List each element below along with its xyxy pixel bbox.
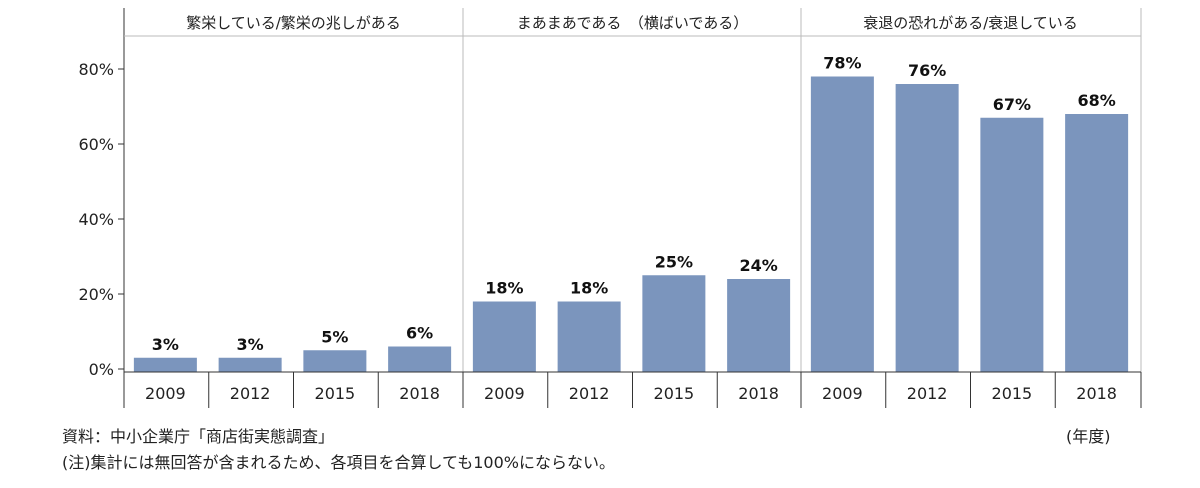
data-label: 3% [237,335,264,354]
bar [388,346,452,372]
group-label: 衰退の恐れがある/衰退している [863,14,1078,32]
y-tick-label: 60% [78,135,114,154]
category-label: 2012 [907,384,948,403]
category-label: 2012 [569,384,610,403]
y-tick-label: 40% [78,210,114,229]
unit-note: (年度) [1066,427,1111,446]
category-label: 2018 [1076,384,1117,403]
category-label: 2012 [230,384,271,403]
data-label: 76% [908,61,946,80]
bar [727,279,791,372]
data-label: 68% [1077,91,1115,110]
bar-chart: 0% 20% 40% 60% 80% 繁栄している/繁栄の兆しがある 3% 2009 3% 201… [78,8,1142,408]
category-label: 2018 [738,384,779,403]
category-label: 2018 [399,384,440,403]
y-tick-label: 20% [78,285,114,304]
category-label: 2015 [992,384,1033,403]
group-label: まあまあである （横ばいである） [517,14,748,32]
data-label: 18% [485,279,523,298]
y-tick-label: 0% [89,360,114,379]
bar [1065,114,1129,372]
data-label: 6% [406,324,433,343]
data-label: 5% [321,327,348,346]
bar [980,117,1044,372]
data-label: 3% [152,335,179,354]
data-label: 18% [570,279,608,298]
bar [303,350,367,372]
group-label: 繁栄している/繁栄の兆しがある [186,14,401,32]
category-label: 2009 [822,384,863,403]
category-label: 2009 [145,384,186,403]
source-note: 資料：中小企業庁「商店街実態調査」 [62,427,335,446]
bar [895,84,959,372]
category-label: 2009 [484,384,525,403]
data-label: 25% [655,252,693,271]
bar [642,275,706,372]
bar [472,301,536,372]
data-label: 67% [993,95,1031,114]
footnote: (注)集計には無回答が含まれるため、各項目を合算しても100%にならない。 [62,453,615,472]
category-label: 2015 [315,384,356,403]
bar [557,301,621,372]
bar [133,357,197,372]
category-label: 2015 [654,384,695,403]
data-label: 78% [823,54,861,73]
bar [218,357,282,372]
y-tick-label: 80% [78,60,114,79]
data-label: 24% [739,256,777,275]
bar [810,76,874,372]
